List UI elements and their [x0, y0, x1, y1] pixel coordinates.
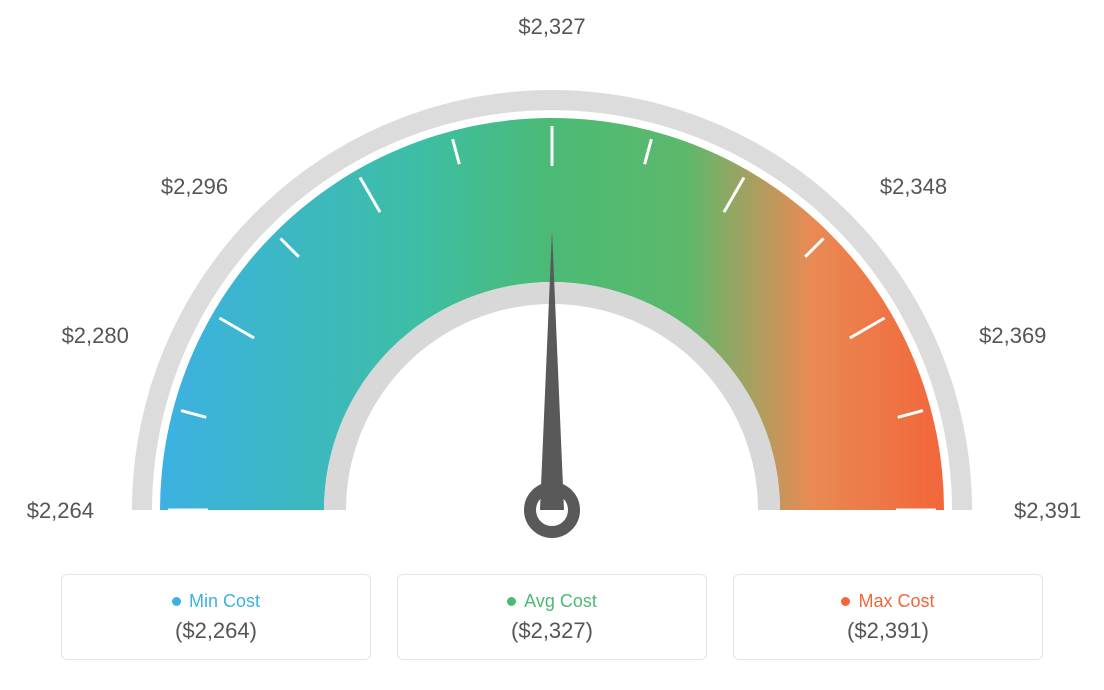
- scale-label: $2,369: [979, 323, 1069, 349]
- legend-card-avg: Avg Cost ($2,327): [397, 574, 707, 660]
- legend-card-max: Max Cost ($2,391): [733, 574, 1043, 660]
- scale-label: $2,296: [138, 174, 228, 200]
- gauge-area: $2,264 $2,280 $2,296 $2,327 $2,348 $2,369 $2,3…: [0, 0, 1104, 560]
- legend-card-min: Min Cost ($2,264): [61, 574, 371, 660]
- legend-label-max: Max Cost: [858, 591, 934, 612]
- scale-label: $2,280: [39, 323, 129, 349]
- legend-value-min: ($2,264): [175, 618, 257, 644]
- dot-icon: [172, 597, 181, 606]
- dot-icon: [841, 597, 850, 606]
- legend-value-max: ($2,391): [847, 618, 929, 644]
- gauge-svg: [0, 0, 1104, 560]
- gauge-chart-container: $2,264 $2,280 $2,296 $2,327 $2,348 $2,369 $2,3…: [0, 0, 1104, 690]
- legend-label-avg: Avg Cost: [524, 591, 597, 612]
- scale-label: $2,391: [1014, 498, 1104, 524]
- scale-label: $2,327: [507, 14, 597, 40]
- legend-label-min: Min Cost: [189, 591, 260, 612]
- scale-label: $2,348: [880, 174, 970, 200]
- legend-row: Min Cost ($2,264) Avg Cost ($2,327) Max …: [0, 574, 1104, 660]
- scale-label: $2,264: [4, 498, 94, 524]
- dot-icon: [507, 597, 516, 606]
- legend-value-avg: ($2,327): [511, 618, 593, 644]
